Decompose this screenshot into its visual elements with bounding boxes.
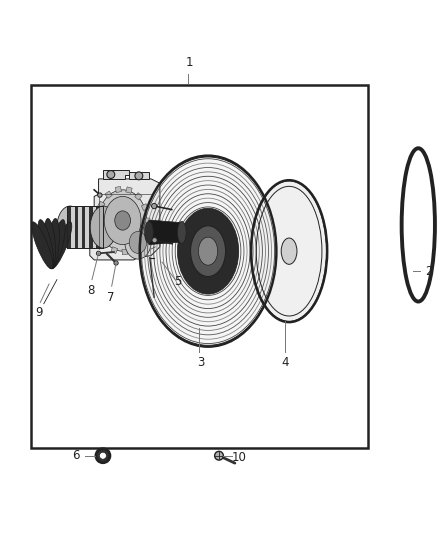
Circle shape [96, 449, 110, 463]
Ellipse shape [281, 238, 297, 264]
Polygon shape [90, 179, 160, 260]
Text: 6: 6 [72, 449, 80, 462]
Ellipse shape [48, 219, 60, 269]
Circle shape [98, 193, 102, 197]
Bar [126, 187, 132, 193]
Bar [100, 206, 103, 248]
Bar [98, 201, 105, 208]
Ellipse shape [191, 226, 226, 277]
Text: 2: 2 [425, 265, 432, 278]
Polygon shape [129, 172, 149, 179]
Ellipse shape [177, 208, 239, 294]
Text: 3: 3 [197, 356, 204, 369]
Ellipse shape [140, 157, 276, 345]
Bar [95, 215, 101, 221]
Ellipse shape [252, 181, 326, 321]
Bar [78, 206, 82, 248]
Bar [135, 192, 142, 200]
Circle shape [99, 452, 106, 459]
Bar [131, 244, 138, 252]
Bar [89, 206, 92, 248]
Ellipse shape [129, 231, 147, 253]
Text: 7: 7 [107, 290, 115, 304]
Polygon shape [103, 170, 129, 179]
Ellipse shape [115, 211, 131, 230]
Ellipse shape [145, 221, 153, 243]
Ellipse shape [57, 206, 83, 248]
Circle shape [114, 261, 118, 265]
Circle shape [96, 251, 101, 255]
Bar [144, 223, 150, 229]
Bar [67, 206, 71, 248]
Ellipse shape [125, 226, 151, 259]
Ellipse shape [177, 221, 186, 243]
Bar [85, 206, 89, 248]
Bar [96, 206, 100, 248]
Ellipse shape [104, 197, 141, 245]
Ellipse shape [38, 220, 54, 269]
Circle shape [215, 451, 223, 460]
Bar [31, 85, 368, 448]
Bar [102, 239, 109, 247]
Text: 4: 4 [282, 356, 290, 369]
Circle shape [107, 171, 115, 179]
Ellipse shape [50, 222, 72, 269]
Bar [67, 206, 103, 248]
Text: 5: 5 [174, 276, 181, 288]
Bar [145, 218, 150, 223]
Bar [111, 247, 118, 254]
Bar [105, 191, 112, 198]
Bar [139, 235, 146, 243]
Ellipse shape [32, 222, 53, 269]
Bar [74, 206, 78, 248]
Circle shape [152, 238, 157, 243]
Bar [82, 206, 85, 248]
Bar [92, 206, 96, 248]
Ellipse shape [49, 220, 65, 269]
Bar [71, 206, 74, 248]
Text: 10: 10 [232, 450, 247, 464]
Ellipse shape [198, 237, 218, 265]
Bar [96, 228, 103, 235]
Ellipse shape [44, 219, 56, 269]
Text: 1: 1 [185, 56, 193, 69]
Polygon shape [149, 220, 182, 245]
Text: 8: 8 [88, 284, 95, 297]
Text: 9: 9 [35, 306, 42, 319]
Bar [115, 187, 121, 192]
Ellipse shape [402, 148, 435, 302]
Circle shape [135, 172, 143, 180]
Ellipse shape [99, 190, 147, 251]
Bar [141, 204, 148, 211]
Circle shape [152, 204, 157, 209]
Ellipse shape [90, 206, 117, 248]
Bar [122, 249, 127, 255]
